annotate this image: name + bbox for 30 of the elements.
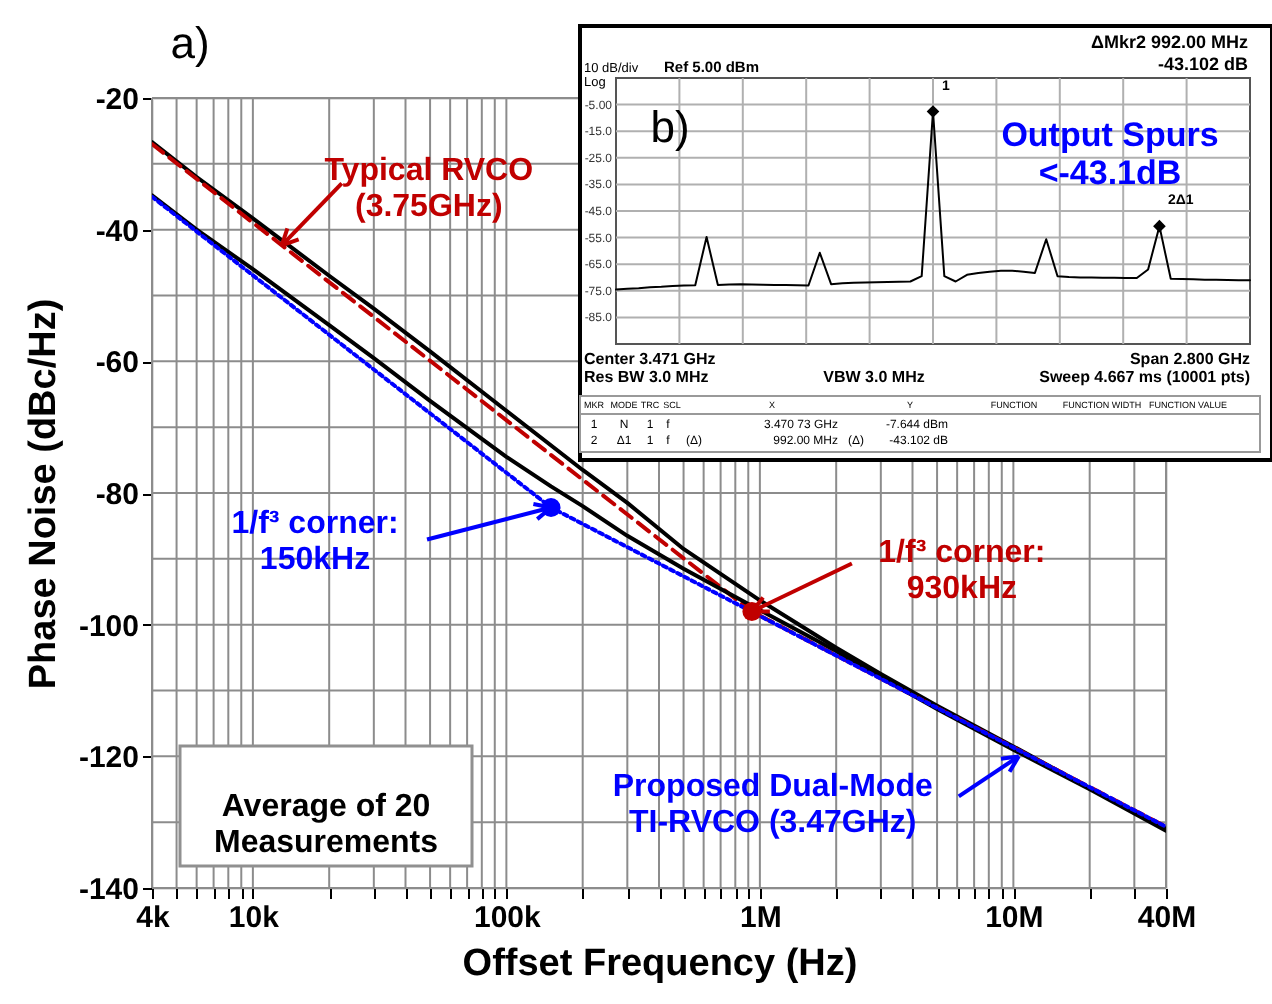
text: a) [170,18,210,68]
text: -43.102 dB [1157,54,1249,74]
y-axis-title: Phase Noise (dBc/Hz) [22,298,65,690]
x-tick-label: 10M [985,901,1044,935]
y-tick-label: -40 [95,214,139,249]
x-tick-label: 4k [136,901,171,935]
annotation: Output Spurs <-43.1dB [1001,116,1219,192]
x-tick-label: 1M [740,901,782,935]
annotation: 1/f³ corner: 150kHz [231,507,399,578]
annotation: Proposed Dual-Mode TI-RVCO (3.47GHz) [612,770,933,841]
text: ΔMkr2 992.00 MHz [1090,32,1249,52]
x-tick-label: 100k [474,901,543,935]
annotation: Res BW 3.0 MHz [584,368,709,386]
annotation: Average of 20 Measurements [213,790,439,860]
y-tick-label: -20 [95,83,139,117]
y-tick-label: -60 [95,346,139,381]
annotation: Typical RVCO (3.75GHz) [324,154,534,225]
annotation: Sweep 4.667 ms (10001 pts) [1039,368,1251,386]
y-tick-label: -80 [95,478,139,512]
annotation: 1/f³ corner: 930kHz [878,535,1046,606]
y-tick-label: -120 [78,741,139,776]
y-tick-label: -140 [78,873,139,907]
x-tick-label: 10k [228,901,281,935]
annotation: VBW 3.0 MHz [823,368,925,386]
annotation: Span 2.800 GHz [1129,350,1250,368]
y-tick-label: -100 [78,609,139,644]
x-axis-title: Offset Frequency (Hz) [462,943,858,985]
annotation: Center 3.471 GHz [584,350,716,368]
x-tick-label: 40M [1137,901,1197,935]
annotation: b) [650,102,690,152]
